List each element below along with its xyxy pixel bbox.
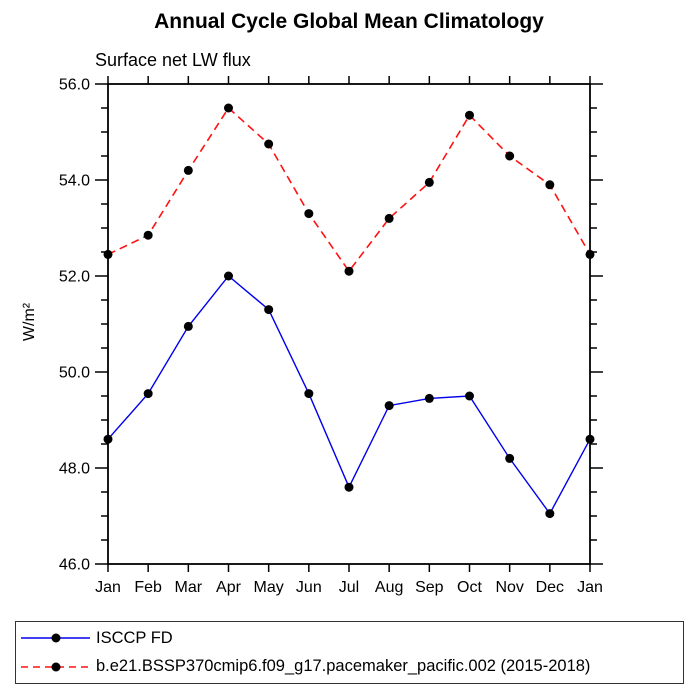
data-point-marker [304,209,314,219]
legend-row-model: b.e21.BSSP370cmip6.f09_g17.pacemaker_pac… [19,653,683,680]
x-axis-tick-label: May [254,579,284,596]
series-line-0 [107,275,591,515]
data-point-marker [585,249,595,259]
data-point-marker [344,482,354,492]
legend-label-model: b.e21.BSSP370cmip6.f09_g17.pacemaker_pac… [96,657,591,676]
y-axis-tick-label: 46.0 [59,557,90,574]
legend-label-isccp: ISCCP FD [96,628,173,647]
data-point-marker [183,165,193,175]
data-point-marker [103,434,113,444]
data-point-marker [424,177,434,187]
data-point-marker [505,151,515,161]
y-axis-tick-label: 56.0 [59,77,90,94]
chart-subtitle: Surface net LW flux [95,50,251,70]
y-axis-tick-label: 54.0 [59,173,90,190]
x-axis-tick-label: Jan [577,579,603,596]
data-point-marker [505,453,515,463]
data-point-marker [304,389,314,399]
y-axis-tick-label: 48.0 [59,461,90,478]
data-point-marker [143,389,153,399]
data-point-marker [384,213,394,223]
x-axis-tick-label: Apr [216,579,242,596]
data-point-marker [424,393,434,403]
x-axis-tick-label: Jun [296,579,322,596]
x-axis-tick-label: Sep [415,579,444,596]
data-point-marker [344,266,354,276]
data-point-marker [585,434,595,444]
legend-row-isccp: ISCCP FD [19,625,683,652]
legend-line-sample-dashed-icon [21,662,90,672]
data-point-marker [103,249,113,259]
x-axis-tick-label: Feb [134,579,162,596]
data-point-marker [183,321,193,331]
x-axis-tick-label: Dec [536,579,564,596]
data-point-marker [545,509,555,519]
data-point-marker [224,271,233,281]
series-line-1 [107,106,591,273]
y-axis-tick-label: 52.0 [59,269,90,286]
data-point-marker [545,180,555,190]
y-axis-tick-label: 50.0 [59,365,90,382]
data-point-marker [465,391,474,401]
plot-frame [107,83,591,565]
x-axis-tick-label: Nov [495,579,523,596]
chart-title: Annual Cycle Global Mean Climatology [154,10,544,33]
legend-box: ISCCP FD b.e21.BSSP370cmip6.f09_g17.pace… [15,621,684,684]
data-point-marker [264,305,274,315]
data-point-marker [384,401,394,411]
x-axis-tick-label: Oct [457,579,482,596]
x-axis-tick-label: Jul [339,579,359,596]
data-point-marker [465,110,474,120]
data-point-marker [224,103,233,113]
data-point-marker [264,139,274,149]
x-axis-tick-label: Aug [375,579,403,596]
x-axis-tick-label: Mar [175,579,203,596]
legend-line-sample-solid-icon [21,633,90,643]
chart-canvas: 46.0 48.0 50.0 52.0 54.0 56.0 Jan Feb Mar Apr May J… [59,76,603,596]
x-axis-tick-label: Jan [95,579,121,596]
data-point-marker [143,230,153,240]
